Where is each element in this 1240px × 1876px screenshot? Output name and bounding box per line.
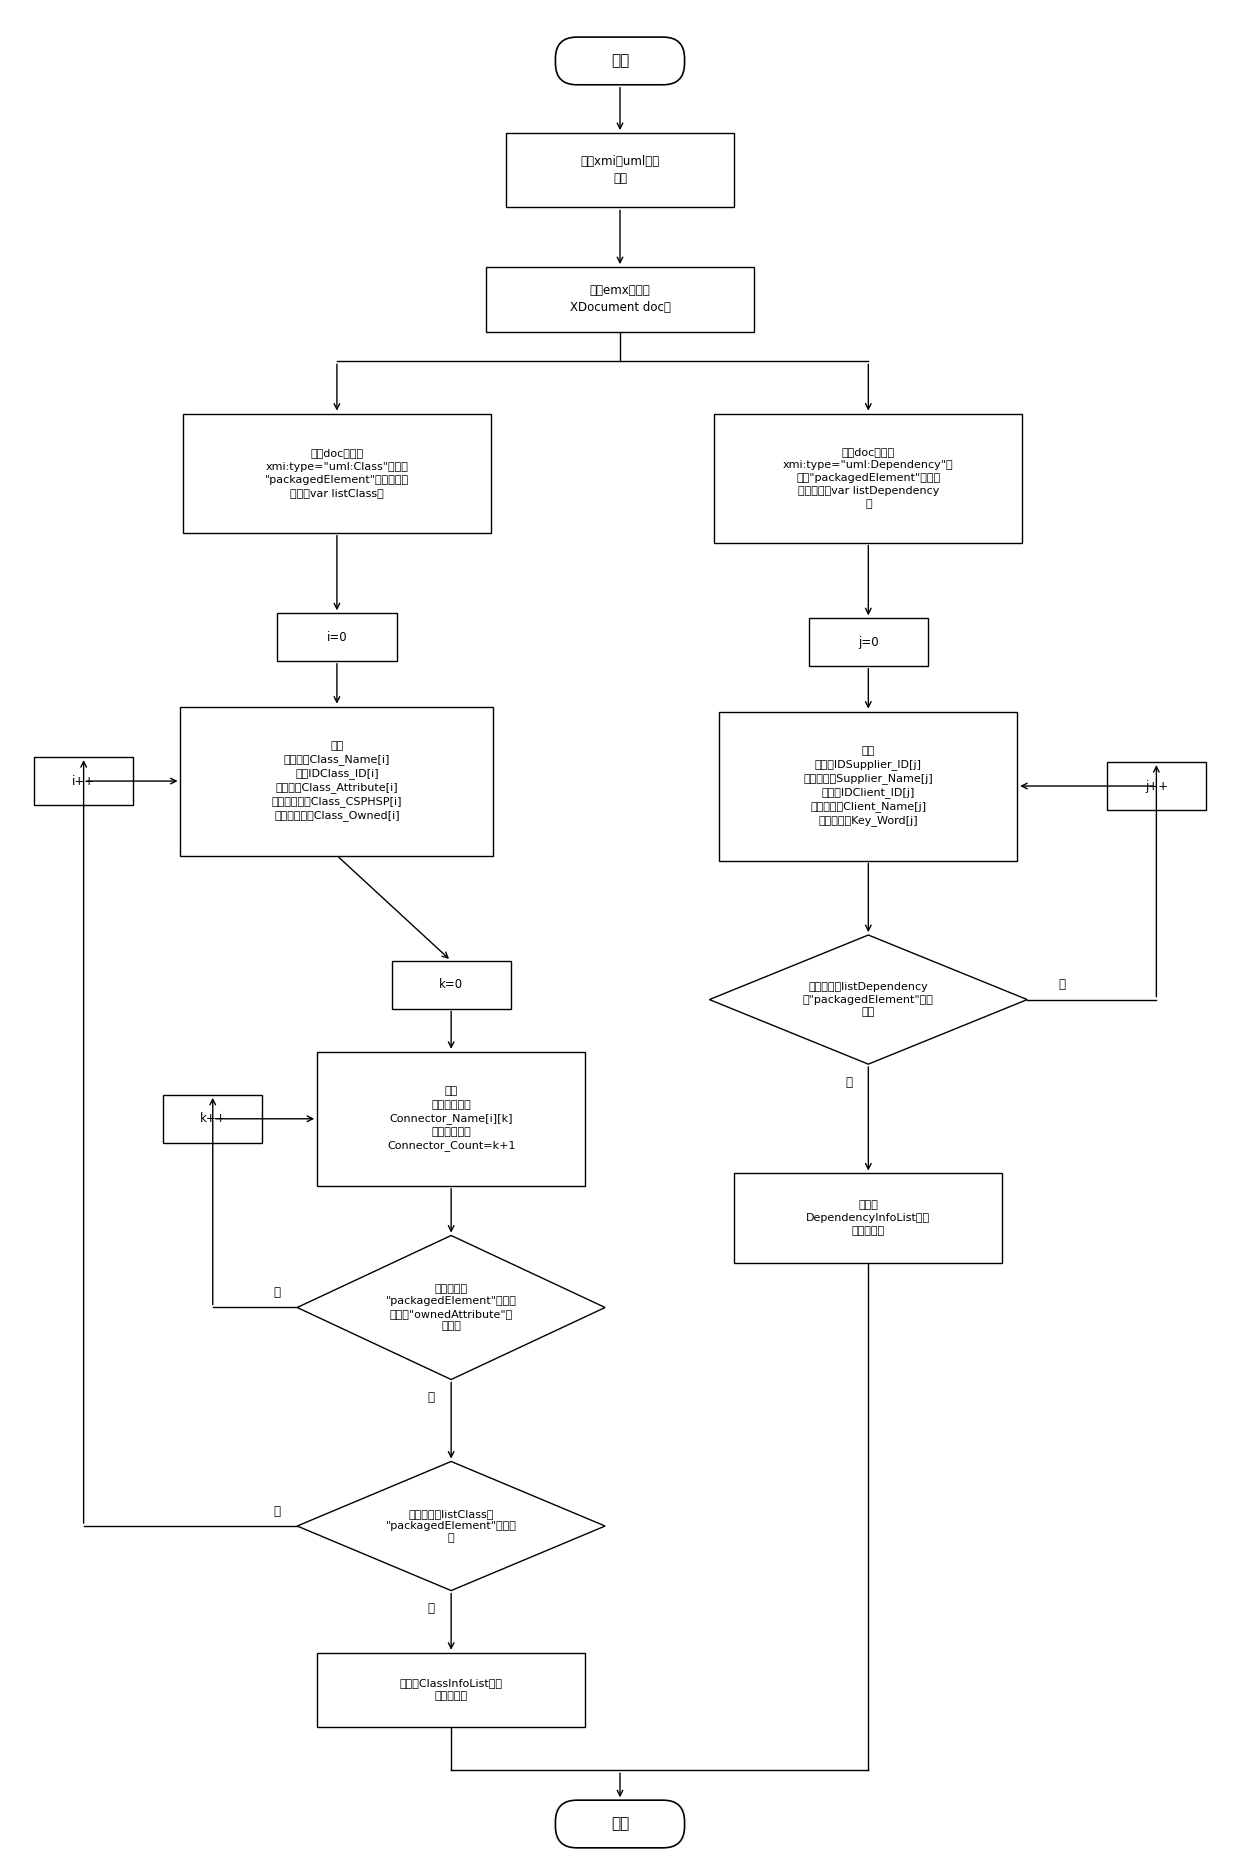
FancyBboxPatch shape <box>556 1801 684 1848</box>
Text: 否: 否 <box>274 1505 280 1518</box>
Text: i++: i++ <box>72 775 95 788</box>
Text: 添加至ClassInfoList模块
信息列表中: 添加至ClassInfoList模块 信息列表中 <box>399 1679 502 1702</box>
Polygon shape <box>709 934 1027 1064</box>
FancyBboxPatch shape <box>1107 762 1207 810</box>
FancyBboxPatch shape <box>33 758 133 805</box>
FancyBboxPatch shape <box>556 38 684 84</box>
Text: 获取
模块名称Class_Name[i]
模块IDClass_ID[i]
模块属性Class_Attribute[i]
模块冗余信息Class_CSPHSP[i: 获取 模块名称Class_Name[i] 模块IDClass_ID[i] 模块属… <box>272 741 402 822</box>
FancyBboxPatch shape <box>486 266 754 332</box>
Text: 获取
主模块IDSupplier_ID[j]
主模块名称Supplier_Name[j]
备模块IDClient_ID[j]
备模块名称Client_Name[: 获取 主模块IDSupplier_ID[j] 主模块名称Supplier_Nam… <box>804 747 934 825</box>
FancyBboxPatch shape <box>181 707 494 855</box>
Text: 是否遍历完listDependency
中"packagedElement"元素
字段: 是否遍历完listDependency 中"packagedElement"元素… <box>802 983 934 1017</box>
Text: i=0: i=0 <box>326 630 347 643</box>
FancyBboxPatch shape <box>734 1172 1002 1263</box>
Text: 否: 否 <box>1059 977 1065 991</box>
Text: 遍历doc中具有
xmi:type="uml:Class"属性的
"packagedElement"元素字段，
保存至var listClass中: 遍历doc中具有 xmi:type="uml:Class"属性的 "packag… <box>265 448 409 497</box>
Text: 否: 否 <box>274 1287 280 1298</box>
FancyBboxPatch shape <box>714 413 1022 542</box>
FancyBboxPatch shape <box>808 619 928 666</box>
FancyBboxPatch shape <box>164 1096 263 1142</box>
FancyBboxPatch shape <box>719 711 1017 861</box>
Text: 载入emx文件至
XDocument doc中: 载入emx文件至 XDocument doc中 <box>569 285 671 315</box>
FancyBboxPatch shape <box>392 961 511 1009</box>
Text: 是: 是 <box>428 1602 435 1615</box>
FancyBboxPatch shape <box>317 1052 585 1186</box>
Text: 是: 是 <box>428 1390 435 1403</box>
Text: j++: j++ <box>1145 780 1168 792</box>
Text: 结束: 结束 <box>611 1816 629 1831</box>
FancyBboxPatch shape <box>184 413 491 533</box>
Text: 是: 是 <box>844 1075 852 1088</box>
Text: 开始: 开始 <box>611 53 629 68</box>
FancyBboxPatch shape <box>278 613 397 660</box>
Text: 定义xmi和uml命名
空间: 定义xmi和uml命名 空间 <box>580 156 660 186</box>
Text: 添加至
DependencyInfoList依赖
信息列表中: 添加至 DependencyInfoList依赖 信息列表中 <box>806 1201 930 1236</box>
Polygon shape <box>298 1461 605 1591</box>
Text: 获取
相连模块名称
Connector_Name[i][k]
相连模块数量
Connector_Count=k+1: 获取 相连模块名称 Connector_Name[i][k] 相连模块数量 Co… <box>387 1086 516 1152</box>
Text: 遍历doc中具有
xmi:type="uml:Dependency"属
性的"packagedElement"元素字
段，保存至var listDependen: 遍历doc中具有 xmi:type="uml:Dependency"属 性的"p… <box>782 446 954 510</box>
Text: k=0: k=0 <box>439 977 464 991</box>
Text: k++: k++ <box>200 1112 226 1126</box>
FancyBboxPatch shape <box>317 1653 585 1728</box>
Text: 是否遍历完
"packagedElement"元素字
段下的"ownedAttribute"元
素字段: 是否遍历完 "packagedElement"元素字 段下的"ownedAttr… <box>386 1283 517 1332</box>
Polygon shape <box>298 1236 605 1379</box>
Text: j=0: j=0 <box>858 636 879 649</box>
Text: 是否遍历完listClass中
"packagedElement"元素字
段: 是否遍历完listClass中 "packagedElement"元素字 段 <box>386 1508 517 1544</box>
FancyBboxPatch shape <box>506 133 734 208</box>
